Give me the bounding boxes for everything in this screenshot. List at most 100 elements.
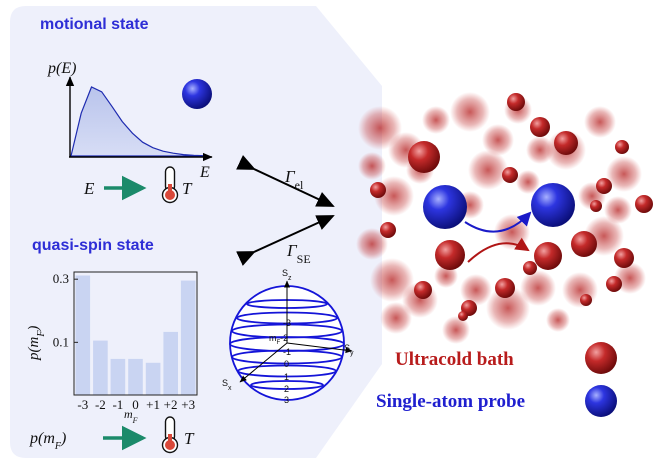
legend: Ultracold bath Single-atom probe <box>376 342 617 417</box>
temperature-symbol-2: T <box>184 429 195 448</box>
energy-mapping-source: E <box>83 179 95 198</box>
bath-atom-blurred <box>562 272 598 308</box>
thermometer-icon-2 <box>161 416 179 454</box>
moving-probe-atom <box>144 79 212 109</box>
bath-atom-blurred <box>450 92 490 132</box>
energy-distribution-plot: p(E) E <box>47 60 213 181</box>
bar-mf-0 <box>75 275 91 395</box>
legend-bath-swatch <box>585 342 617 374</box>
probe-exchange-arrow <box>464 211 532 233</box>
bath-atom <box>458 311 468 321</box>
bath-atom <box>408 141 440 173</box>
bar-x-tick-0: -3 <box>77 397 88 412</box>
bath-atom <box>590 200 602 212</box>
sphere-axis-x-label: Sx <box>222 378 232 392</box>
bath-atom-blurred <box>546 308 570 332</box>
bath-atom <box>530 117 550 137</box>
bath-atom-blurred <box>482 124 514 156</box>
sphere-label-mf: mF-2 <box>269 333 288 346</box>
bar-mf-1 <box>93 340 108 395</box>
bath-atom-blurred <box>358 152 386 180</box>
bath-atom-blurred <box>614 262 646 294</box>
bar-x-tick-3: 0 <box>132 397 139 412</box>
motional-title: motional state <box>40 16 149 33</box>
bar-mf-3 <box>128 358 143 395</box>
sphere-label-2: 2 <box>284 384 289 394</box>
bar-x-tick-1: -2 <box>95 397 106 412</box>
bath-atom-before <box>435 240 465 270</box>
bath-atom-blurred <box>526 136 554 164</box>
thermometer-icon <box>161 166 179 204</box>
probe-atom-after <box>531 183 575 227</box>
sphere-axis-y-label: Sy <box>344 343 354 357</box>
elastic-collision-arrow: Γel <box>236 154 335 207</box>
legend-probe-swatch <box>585 385 617 417</box>
spin-mapping-source: p(mF) <box>29 430 66 452</box>
bar-y-tick-1: 0.1 <box>53 334 69 349</box>
bath-atom-blurred <box>442 316 470 344</box>
bath-atom-blurred <box>604 196 632 224</box>
bar-mf-6 <box>180 280 196 395</box>
bath-atom-blurred <box>486 286 530 330</box>
bath-atom-blurred <box>358 106 402 150</box>
gamma-se-label: ΓSE <box>286 241 311 266</box>
bath-exchange-arrow <box>467 237 530 263</box>
bar-x-tick-5: +2 <box>164 397 178 412</box>
sphere-label-1: 1 <box>284 372 289 382</box>
bath-atom-blurred <box>606 156 642 192</box>
sphere-label-0: 0 <box>284 359 289 369</box>
bar-x-tick-2: -1 <box>112 397 123 412</box>
bath-atom <box>523 261 537 275</box>
sphere-axis-y <box>286 342 353 354</box>
bath-atom <box>606 276 622 292</box>
sphere-axis-x <box>239 342 288 383</box>
mf-population-chart: -3 -2 -1 0 +1 +2 +3 0.3 0.1 <box>53 271 198 412</box>
probe-atom-before <box>423 185 467 229</box>
bar-mf-4 <box>145 362 161 395</box>
bar-y-tick-0: 0.3 <box>53 271 69 286</box>
legend-probe-label: Single-atom probe <box>376 391 525 412</box>
bath-atom-blurred <box>434 264 458 288</box>
bar-mf-5 <box>163 331 178 395</box>
bath-atom <box>502 167 518 183</box>
bath-atom <box>495 278 515 298</box>
energy-area-series <box>70 86 205 157</box>
sphere-axis-z-label: Sz <box>282 268 292 282</box>
bath-atom <box>507 93 525 111</box>
legend-bath-label: Ultracold bath <box>395 349 514 370</box>
bath-atom-blurred <box>516 170 540 194</box>
bar-mf-2 <box>110 358 126 395</box>
bath-atom-blurred <box>468 150 508 190</box>
bath-atom <box>554 131 578 155</box>
bath-atom-blurred <box>520 270 556 306</box>
bath-atom <box>580 294 592 306</box>
bath-atom <box>571 231 597 257</box>
bath-atom-blurred <box>380 302 412 334</box>
bar-chart-frame <box>73 271 198 396</box>
bath-atom-blurred <box>370 258 414 302</box>
bath-atom <box>380 222 396 238</box>
sphere-label-minus1: -1 <box>283 347 291 357</box>
bath-atom <box>615 140 629 154</box>
gamma-el-label: Γel <box>284 167 304 192</box>
bath-atom <box>596 178 612 194</box>
bath-atom-blurred <box>356 228 388 260</box>
sphere-label-3: 3 <box>284 395 289 405</box>
spin-sphere: Sz Sy Sx -3 mF-2 -1 0 1 2 3 <box>222 268 354 405</box>
blue-atom-icon <box>182 79 212 109</box>
bath-atom-blurred <box>422 106 450 134</box>
temperature-symbol: T <box>182 179 193 198</box>
bath-atom <box>370 182 386 198</box>
spin-exchange-arrow: ΓSE <box>236 215 335 266</box>
sphere-label-minus3: -3 <box>283 318 291 328</box>
bar-x-tick-6: +3 <box>181 397 195 412</box>
bar-x-tick-4: +1 <box>146 397 160 412</box>
energy-x-label: E <box>199 164 210 181</box>
bath-atom-blurred <box>584 106 616 138</box>
bath-atom <box>614 248 634 268</box>
bath-atom <box>635 195 653 213</box>
energy-y-label: p(E) <box>47 60 76 77</box>
quasispin-title: quasi-spin state <box>32 237 154 254</box>
ultracold-bath-cloud <box>356 92 653 344</box>
